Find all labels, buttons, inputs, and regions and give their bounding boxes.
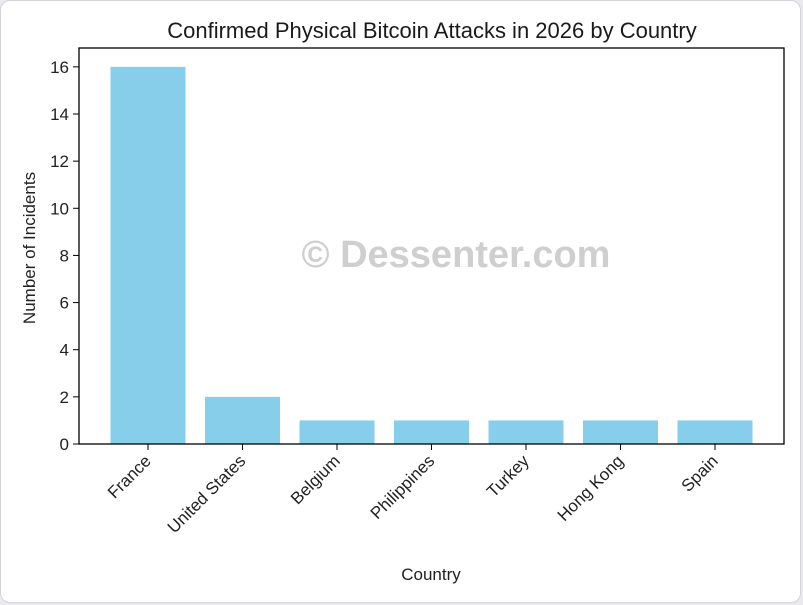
y-tick-label: 8 [60, 246, 69, 265]
y-axis: 0 2 4 6 8 10 12 14 16 [50, 58, 79, 454]
bar-belgium [299, 420, 375, 444]
bars-group [110, 66, 753, 444]
y-axis-label: Number of Incidents [20, 172, 39, 324]
y-tick-label: 2 [60, 388, 69, 407]
chart-title: Confirmed Physical Bitcoin Attacks in 20… [167, 18, 696, 43]
watermark: © Dessenter.com [302, 234, 611, 276]
y-tick-label: 4 [60, 341, 69, 360]
x-tick-label: Philippines [367, 451, 439, 523]
bar-turkey [488, 420, 564, 444]
x-tick-label: Hong Kong [554, 451, 628, 525]
x-tick-label: United States [164, 451, 250, 537]
y-tick-label: 12 [50, 152, 69, 171]
bar-spain [677, 420, 753, 444]
x-tick-label: Belgium [287, 451, 344, 508]
y-tick-label: 6 [60, 294, 69, 313]
y-tick-label: 10 [50, 199, 69, 218]
x-tick-label: France [104, 451, 155, 502]
bar-united-states [205, 396, 280, 444]
x-axis: France United States Belgium Philippines Tur… [104, 444, 722, 537]
x-axis-label: Country [401, 565, 461, 584]
bar-hong-kong [583, 420, 658, 444]
y-tick-label: 0 [60, 435, 69, 454]
bar-philippines [394, 420, 469, 444]
y-tick-label: 14 [50, 105, 69, 124]
x-tick-label: Spain [678, 451, 722, 495]
x-tick-label: Turkey [483, 451, 533, 501]
y-tick-label: 16 [50, 58, 69, 77]
bar-france [110, 66, 186, 444]
